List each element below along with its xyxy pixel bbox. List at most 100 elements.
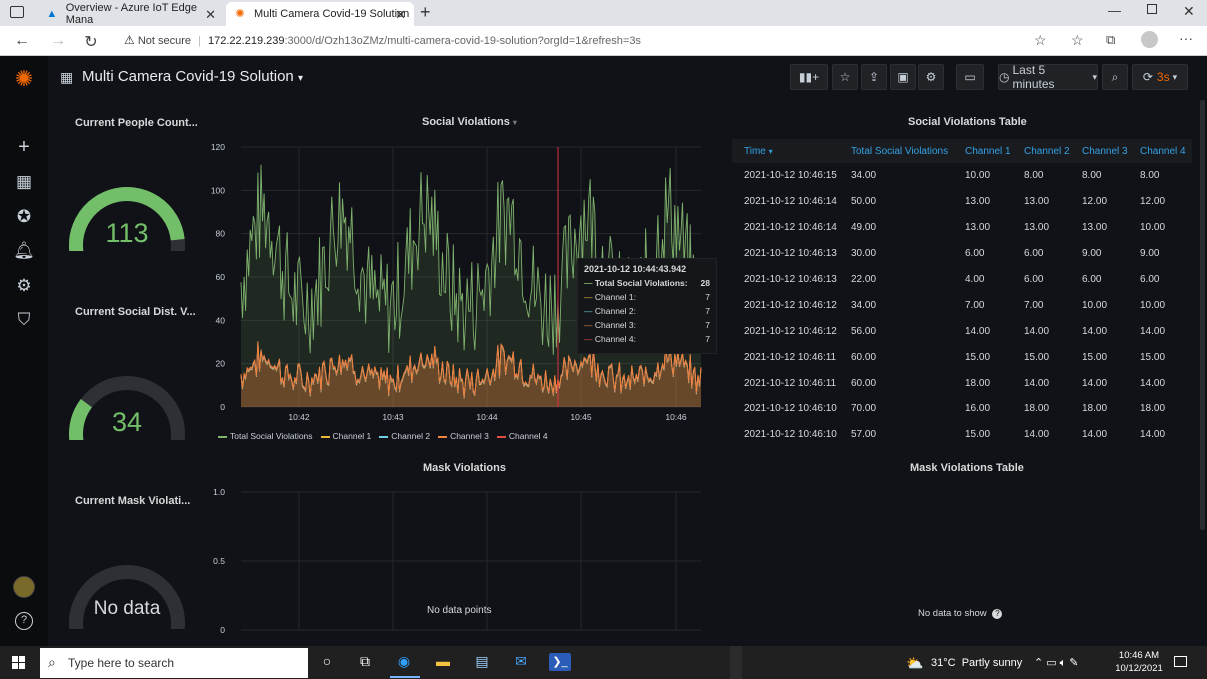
table-cell: 13.00 [1024,222,1050,234]
legend-item[interactable]: Channel 4 [496,431,548,441]
scrollbar[interactable] [1200,100,1205,530]
table-row: 2021-10-12 10:46:14 50.00 13.00 13.00 12.00 1… [744,189,1194,215]
table-cell: 22.00 [851,274,877,285]
tab-azure[interactable]: ▲ Overview - Azure IoT Edge Mana ✕ [38,2,224,26]
forward-icon[interactable]: → [50,32,66,49]
panel-title-social-dist[interactable]: Current Social Dist. V... [75,306,196,318]
refresh-picker-button[interactable]: ⟳ 3s ▾ [1132,64,1188,90]
favorites-icon[interactable]: ☆ [1071,32,1084,48]
panel-title-mask-table[interactable]: Mask Violations Table [910,462,1024,474]
share-icon: ⇪ [868,70,880,84]
taskbar-search-input[interactable]: ⌕ Type here to search [40,648,308,678]
file-explorer-icon[interactable]: ▬ [436,653,450,669]
legend-item[interactable]: Channel 1 [320,431,371,441]
system-tray-icons[interactable]: ⌃▭🔈︎✎ [1034,657,1082,669]
table-cell: 18.00 [965,377,991,389]
table-cell: 2021-10-12 10:46:10 [744,403,837,415]
favorite-add-icon[interactable]: ☆ [1034,32,1047,48]
column-header[interactable]: Total Social Violations [851,145,949,157]
table-cell: 12.00 [1140,196,1166,208]
time-picker-button[interactable]: ◷ Last 5 minutes ▾ [998,63,1098,91]
settings-button[interactable]: ⚙ [918,64,944,90]
tab-actions-icon[interactable] [10,6,24,18]
table-cell: 15.00 [1140,351,1166,363]
save-button[interactable]: ▣ [890,64,916,90]
x-tick-label: 10:46 [665,412,687,422]
mask-violations-chart[interactable]: 0 0.5 1.0 [195,480,715,646]
configuration-icon[interactable]: ⚙ [16,276,32,295]
create-icon[interactable]: + [18,136,30,158]
table-cell: 2021-10-12 10:46:13 [744,274,837,285]
clock[interactable]: 10:46 AM 10/12/2021 [1112,650,1166,674]
grafana-logo-icon[interactable]: ✺ [14,66,34,91]
panel-title-mask[interactable]: Current Mask Violati... [75,495,191,507]
weather-text[interactable]: 31°C Partly sunny [931,657,1023,669]
table-cell: 34.00 [851,299,877,311]
column-header[interactable]: Channel 3 [1082,145,1128,157]
table-row: 2021-10-12 10:46:12 56.00 14.00 14.00 14.00 1… [744,318,1194,344]
chevron-down-icon: ▾ [512,118,517,127]
y-tick-label: 120 [211,142,225,152]
gauge-fill [69,398,93,440]
user-avatar[interactable] [13,576,35,598]
server-admin-icon[interactable]: ⛉ [17,310,31,329]
new-tab-button[interactable]: + [420,2,431,22]
refresh-icon[interactable]: ↻ [84,34,98,51]
explore-icon[interactable]: ✪ [16,207,32,226]
column-header-time[interactable]: Time ▾ [744,145,773,157]
weather-icon[interactable]: ⛅ [906,655,924,671]
collections-icon[interactable]: ⧉ [1106,32,1116,47]
dashboard-title[interactable]: Multi Camera Covid-19 Solution ▾ [82,68,303,85]
edge-icon[interactable]: ◉ [397,653,411,669]
minimize-button[interactable]: — [1108,3,1121,18]
column-header[interactable]: Channel 1 [965,145,1011,157]
legend-item[interactable]: Channel 2 [379,431,430,441]
close-icon[interactable]: ✕ [395,7,406,22]
star-button[interactable]: ☆ [832,64,858,90]
table-cell: 14.00 [1140,377,1166,389]
store-icon[interactable]: ▤ [475,653,489,669]
url-field[interactable]: ⚠ Not secure | 172.22.219.239:3000/d/Ozh… [124,33,641,47]
back-icon[interactable]: ← [14,32,30,49]
panel-title-mask-violations[interactable]: Mask Violations [423,462,506,474]
mail-icon[interactable]: ✉ [515,653,527,669]
close-icon[interactable]: ✕ [205,7,216,22]
more-icon[interactable]: ··· [1179,30,1193,46]
table-row: 2021-10-12 10:46:13 22.00 4.00 6.00 6.00 6.00 [744,267,1194,293]
taskbar-divider [730,646,742,679]
tooltip-row: — Channel 1: 7 [584,292,710,302]
panel-title-social-violations[interactable]: Social Violations ▾ [422,116,517,128]
mask-value: No data [93,598,161,619]
gauge-fill [69,187,185,251]
table-row: 2021-10-12 10:46:14 49.00 13.00 13.00 13.00 1… [744,215,1194,241]
panel-title-people-count[interactable]: Current People Count... [75,117,198,129]
column-header[interactable]: Channel 4 [1140,145,1186,157]
help-icon[interactable]: ? [15,612,33,630]
legend-item[interactable]: Total Social Violations [218,431,313,441]
tab-grafana[interactable]: ✺ Multi Camera Covid-19 Solution ✕ [226,2,414,26]
table-cell: 56.00 [851,325,877,337]
dashboards-icon[interactable]: ▦ [15,172,33,191]
profile-icon[interactable] [1141,31,1158,48]
restore-button[interactable] [1147,4,1157,14]
table-cell: 18.00 [1140,403,1166,415]
panel-title-social-table[interactable]: Social Violations Table [908,116,1027,128]
notification-icon[interactable] [1174,656,1187,667]
task-view-icon[interactable]: ⧉ [360,653,370,669]
table-cell: 6.00 [965,248,985,260]
share-button[interactable]: ⇪ [861,64,887,90]
windows-start-icon[interactable] [12,656,25,669]
column-header[interactable]: Channel 2 [1024,145,1070,157]
add-panel-button[interactable]: ▮▮+ [790,64,828,90]
table-row: 2021-10-12 10:46:10 57.00 15.00 14.00 14.00 1… [744,422,1194,448]
alerting-icon[interactable]: 🔔︎ [13,241,35,260]
cortana-icon[interactable]: ○ [322,653,332,669]
legend-item[interactable]: Channel 3 [438,431,489,441]
powershell-icon[interactable]: ❯_ [549,653,571,671]
table-cell: 2021-10-12 10:46:12 [744,299,837,311]
table-cell: 2021-10-12 10:46:11 [744,351,837,363]
tv-mode-button[interactable]: ▭ [956,64,984,90]
window-close-button[interactable]: ✕ [1183,3,1195,19]
zoom-out-button[interactable]: ⌕ [1102,64,1128,90]
table-cell: 6.00 [1082,274,1102,285]
